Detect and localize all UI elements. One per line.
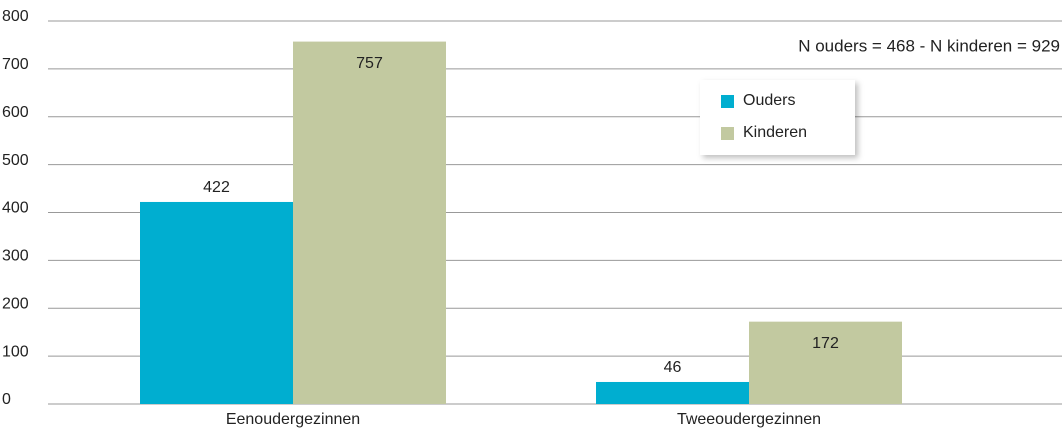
y-tick-label: 700 <box>2 56 29 73</box>
data-label: 757 <box>356 55 383 72</box>
y-tick-label: 0 <box>2 391 11 408</box>
legend-swatch <box>721 95 734 108</box>
y-tick-label: 100 <box>2 343 29 360</box>
bar <box>749 321 902 404</box>
y-tick-label: 800 <box>2 8 29 25</box>
legend-label: Kinderen <box>743 124 807 141</box>
legend-label: Ouders <box>743 92 795 109</box>
y-tick-label: 400 <box>2 200 29 217</box>
bar <box>596 381 749 404</box>
x-tick-label: Tweeoudergezinnen <box>677 411 821 428</box>
data-label: 422 <box>203 179 230 196</box>
legend-box <box>700 80 855 155</box>
bar <box>293 41 446 405</box>
y-tick-label: 500 <box>2 152 29 169</box>
annotation: N ouders = 468 - N kinderen = 929 <box>798 36 1060 55</box>
bar <box>140 201 293 404</box>
data-label: 172 <box>812 335 839 352</box>
x-tick-label: Eenoudergezinnen <box>226 411 360 428</box>
data-label: 46 <box>664 359 682 376</box>
y-tick-label: 300 <box>2 248 29 265</box>
y-tick-label: 200 <box>2 295 29 312</box>
y-tick-label: 600 <box>2 104 29 121</box>
legend-swatch <box>721 127 734 140</box>
legend: Ouders Kinderen <box>700 80 855 155</box>
